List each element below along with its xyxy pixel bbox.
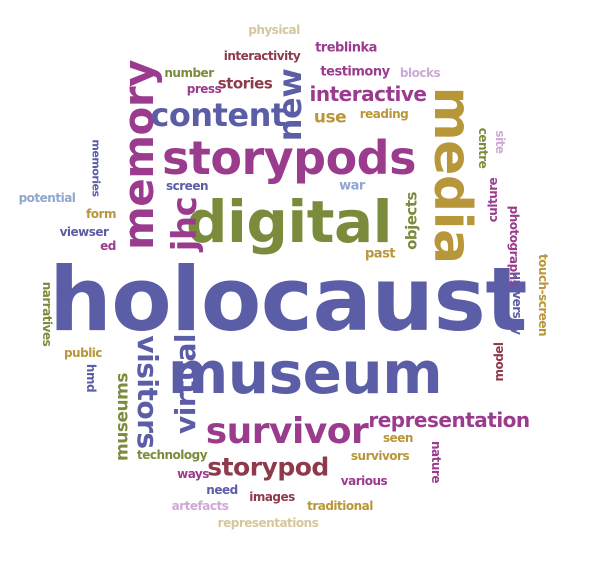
word-technology: technology: [136, 448, 208, 462]
word-media: media: [422, 86, 482, 264]
word-testimony: testimony: [320, 64, 390, 80]
word-nature: nature: [429, 441, 443, 483]
word-physical: physical: [248, 23, 300, 37]
word-images: images: [249, 490, 295, 504]
word-storypod: storypod: [207, 452, 329, 482]
word-press: press: [186, 82, 222, 96]
word-representations: representations: [217, 516, 319, 530]
word-treblinka: treblinka: [315, 40, 377, 56]
word-museums: museums: [112, 373, 133, 461]
word-war: war: [339, 178, 365, 194]
word-various: various: [340, 474, 388, 488]
word-content: content: [150, 96, 286, 134]
word-interactive: interactive: [309, 82, 427, 106]
word-centre: centre: [476, 127, 490, 169]
word-culture: culture: [486, 177, 500, 223]
word-storypods: storypods: [162, 131, 416, 185]
word-model: model: [492, 342, 506, 382]
word-screen: screen: [166, 179, 209, 193]
word-potential: potential: [18, 191, 76, 205]
word-number: number: [164, 66, 214, 80]
word-digital: digital: [185, 188, 393, 256]
word-use: use: [313, 107, 347, 128]
word-site: site: [493, 130, 507, 154]
word-blocks: blocks: [399, 66, 441, 80]
word-viewser: viewser: [59, 225, 109, 239]
word-artefacts: artefacts: [171, 499, 229, 513]
word-representation: representation: [368, 408, 530, 432]
word-museum: museum: [167, 339, 443, 407]
word-virtual: virtual: [169, 334, 202, 434]
word-public: public: [63, 346, 103, 360]
word-memory: memory: [114, 60, 163, 250]
word-survivor: survivor: [205, 411, 369, 452]
word-touch-screen: touch-screen: [536, 253, 550, 337]
word-objects: objects: [402, 192, 421, 250]
word-narratives: narratives: [40, 281, 54, 347]
word-survivors: survivors: [350, 449, 410, 463]
word-interactivity: interactivity: [223, 49, 301, 63]
word-holocaust: holocaust: [49, 248, 527, 351]
word-seen: seen: [383, 431, 413, 445]
word-form: form: [86, 207, 116, 221]
word-stories: stories: [217, 74, 273, 93]
word-memories: memories: [89, 139, 103, 197]
word-need: need: [206, 483, 238, 497]
word-reading: reading: [359, 107, 409, 121]
word-hmd: hmd: [84, 363, 98, 393]
word-past: past: [364, 246, 396, 262]
word-visitors: visitors: [131, 335, 164, 449]
word-university: university: [510, 271, 524, 335]
word-jhc: jhc: [165, 196, 205, 252]
word-ed: ed: [100, 239, 116, 253]
word-new: new: [271, 68, 309, 142]
word-traditional: traditional: [307, 499, 373, 513]
word-ways: ways: [177, 467, 209, 481]
